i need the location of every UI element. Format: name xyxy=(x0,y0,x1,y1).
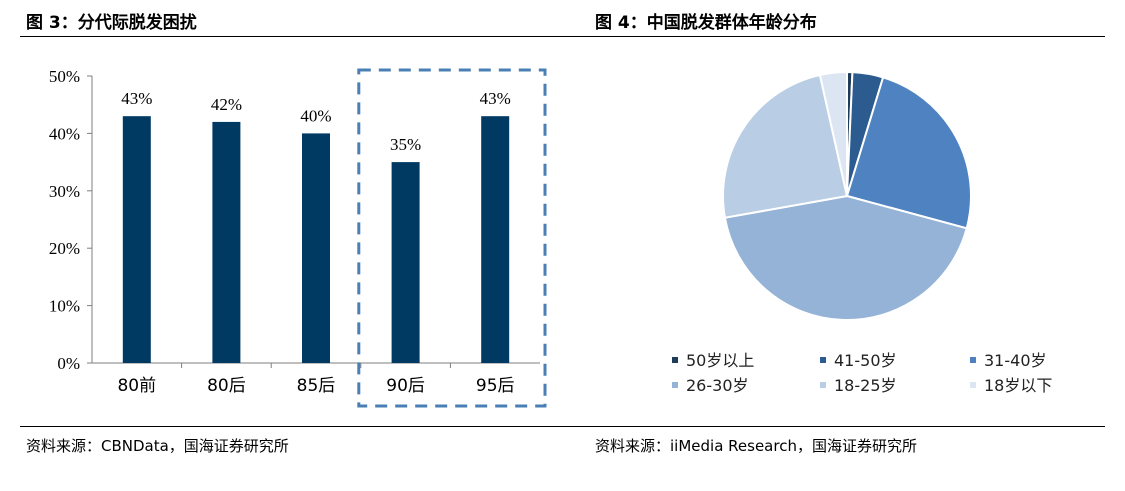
bar-value-label: 42% xyxy=(211,95,242,114)
legend-swatch xyxy=(672,382,678,388)
bar-value-label: 43% xyxy=(480,89,511,108)
legend-label: 31-40岁 xyxy=(984,351,1047,370)
bar xyxy=(481,116,510,364)
y-tick-label: 10% xyxy=(49,297,80,316)
bar-value-label: 40% xyxy=(300,106,331,125)
y-tick-label: 0% xyxy=(57,354,80,373)
y-tick-label: 20% xyxy=(49,239,80,258)
legend-label: 18岁以下 xyxy=(984,376,1052,395)
legend-label: 41-50岁 xyxy=(834,351,897,370)
x-tick-label: 90后 xyxy=(386,376,425,396)
x-tick-label: 80后 xyxy=(207,376,246,396)
y-tick-label: 50% xyxy=(49,67,80,86)
pie-slice xyxy=(723,194,968,321)
bar xyxy=(302,133,330,363)
x-tick-label: 80前 xyxy=(117,376,156,396)
right-figure-title: 图 4：中国脱发群体年龄分布 xyxy=(595,13,817,33)
left-figure-title: 图 3：分代际脱发困扰 xyxy=(26,13,197,33)
bar-value-label: 43% xyxy=(121,89,152,108)
x-tick-label: 85后 xyxy=(297,376,336,396)
bar-chart: 0% 10% 20% 30% 40% 50% 43% 80前 42% 80后 40% 85后 35% 90… xyxy=(49,67,547,408)
legend-swatch xyxy=(820,382,826,388)
bar xyxy=(212,121,241,363)
y-tick-label: 30% xyxy=(49,182,80,201)
y-tick-label: 40% xyxy=(49,124,80,143)
legend-swatch xyxy=(970,382,976,388)
legend-label: 50岁以上 xyxy=(686,351,754,370)
legend-swatch xyxy=(820,357,826,363)
top-rule xyxy=(20,36,1105,37)
bar xyxy=(391,162,420,363)
highlight-dashed-box xyxy=(357,68,547,408)
pie-chart: 50岁以上 41-50岁 31-40岁 26-30岁 18-25岁 18岁以下 xyxy=(672,70,1052,395)
pie-slice xyxy=(818,70,848,197)
bar xyxy=(122,116,151,364)
legend-swatch xyxy=(672,357,678,363)
right-source: 资料来源：iiMedia Research，国海证券研究所 xyxy=(595,437,917,455)
legend-label: 26-30岁 xyxy=(686,376,749,395)
left-source: 资料来源：CBNData，国海证券研究所 xyxy=(26,437,289,455)
pie-slice xyxy=(722,73,849,219)
x-tick-label: 95后 xyxy=(476,376,515,396)
bar-value-label: 35% xyxy=(390,135,421,154)
legend-swatch xyxy=(970,357,976,363)
pie-slice xyxy=(845,76,972,230)
bottom-rule xyxy=(20,426,1105,427)
legend-label: 18-25岁 xyxy=(834,376,897,395)
